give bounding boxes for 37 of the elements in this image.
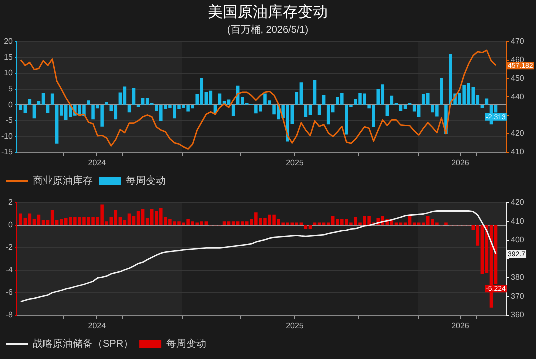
legend-label: 每周变动 <box>166 338 207 350</box>
y-tick-label: -4 <box>6 266 14 275</box>
y-tick-label: -8 <box>6 310 14 320</box>
y2-tick-label: 470 <box>511 37 525 46</box>
legend-label: 商业原油库存 <box>33 174 93 187</box>
y-tick-label: 10 <box>4 68 14 78</box>
x-tick-label: 2025 <box>286 321 304 330</box>
y-tick-label: 0 <box>8 220 14 230</box>
y2-tick-label: 420 <box>511 198 525 208</box>
x-tick-label: 2024 <box>88 158 107 168</box>
y-tick-label: 15 <box>4 52 14 62</box>
y-tick-label: 2 <box>8 198 14 208</box>
y-tick-label: -15 <box>1 148 14 157</box>
legend-label: 每周变动 <box>126 174 166 187</box>
y-tick-label: -6 <box>6 288 14 298</box>
y-tick-label: -2 <box>6 243 14 252</box>
y-tick-label: 20 <box>4 37 14 46</box>
x-tick-label: 2025 <box>286 158 304 168</box>
y-tick-label: -10 <box>1 132 14 141</box>
y2-tick-label: 410 <box>511 148 525 157</box>
x-tick-label: 2026 <box>452 321 470 330</box>
y-tick-label: 5 <box>8 84 14 94</box>
y2-tick-label: 360 <box>511 310 525 320</box>
y2-tick-label: 420 <box>511 129 525 138</box>
x-tick-label: 2024 <box>88 321 107 330</box>
y2-tick-label: 380 <box>511 273 525 282</box>
chart-subtitle: (百万桶, 2026/5/1) <box>227 24 309 36</box>
chart-title: 美国原油库存变动 <box>208 4 328 22</box>
x-tick-label: 2026 <box>452 158 470 168</box>
y2-tick-label: 400 <box>511 236 525 245</box>
y2-tick-label: 370 <box>511 292 525 301</box>
y-tick-label: 0 <box>8 100 14 110</box>
y2-tick-label: 440 <box>511 92 525 102</box>
legend-label: 战略原油储备（SPR） <box>33 338 134 350</box>
y-tick-label: -5 <box>6 116 14 126</box>
y2-tick-label: 450 <box>511 74 525 84</box>
y2-tick-label: 410 <box>511 216 525 226</box>
